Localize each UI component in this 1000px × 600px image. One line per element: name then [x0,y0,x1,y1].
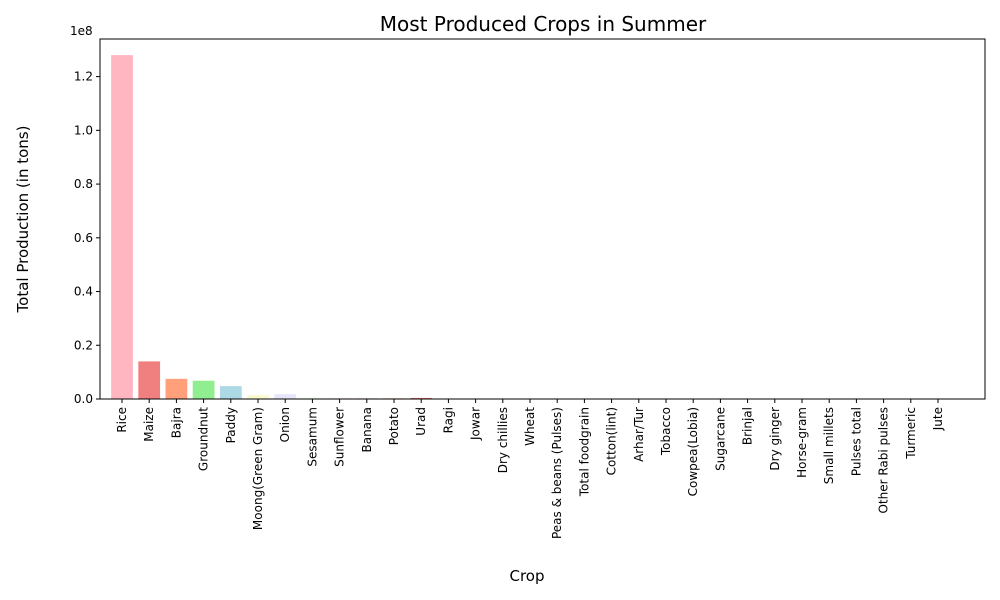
bar-6 [274,394,297,399]
x-tick-label: Horse-gram [795,407,809,478]
x-axis-label: Crop [509,567,544,585]
y-axis-ticks: 0.0 0.2 0.4 0.6 0.8 1.0 1.2 [74,70,100,406]
y-tick-label: 0.2 [74,338,93,352]
bar-8 [328,397,351,399]
bar-11 [410,397,433,399]
bars-group [111,55,895,400]
y-tick-label: 1.0 [74,123,93,137]
x-tick-label: Rice [115,407,129,433]
x-tick-label: Ragi [441,407,455,433]
bar-4 [219,386,242,399]
x-tick-label: Cowpea(Lobia) [686,407,700,496]
x-tick-label: Jute [931,407,945,431]
bar-0 [111,55,133,400]
bar-5 [247,394,269,399]
x-tick-label: Potato [387,407,401,445]
x-tick-label: Maize [142,407,156,442]
x-tick-label: Urad [414,407,428,436]
x-tick-label: Onion [278,407,292,442]
y-tick-label: 0.8 [74,177,93,191]
y-tick-label: 1.2 [74,70,93,84]
x-tick-label: Brinjal [741,407,755,445]
x-tick-label: Banana [360,407,374,453]
x-tick-label: Peas & beans (Pulses) [550,407,564,539]
y-tick-label: 0.0 [74,392,93,406]
x-tick-label: Total foodgrain [577,407,591,497]
x-tick-label: Wheat [523,407,537,446]
x-tick-label: Groundnut [197,407,211,471]
x-tick-label: Arhar/Tur [632,407,646,462]
y-tick-label: 0.6 [74,231,93,245]
x-tick-label: Other Rabi pulses [877,407,891,514]
y-axis-offset-label: 1e8 [70,24,93,38]
bar-1 [138,361,161,399]
x-tick-label: Dry ginger [768,407,782,471]
x-tick-label: Sesamum [305,407,319,467]
y-tick-label: 0.4 [74,285,93,299]
x-tick-label: Sunflower [333,407,347,467]
bar-7 [301,397,324,399]
x-tick-label: Jowar [469,407,483,441]
x-tick-label: Dry chillies [496,407,510,473]
x-tick-label: Bajra [169,407,183,438]
x-tick-label: Cotton(lint) [605,407,619,475]
x-tick-label: Turmeric [904,407,918,460]
x-tick-label: Pulses total [849,407,863,476]
chart-title: Most Produced Crops in Summer [380,12,707,36]
x-tick-label: Paddy [224,407,238,443]
x-tick-label: Moong(Green Gram) [251,407,265,530]
plot-frame [99,38,986,400]
bar-2 [165,378,188,399]
x-tick-label: Tobacco [659,407,673,456]
y-axis-label: Total Production (in tons) [14,126,32,314]
x-tick-label: Sugarcane [713,407,727,471]
bar-3 [192,380,215,399]
x-axis-ticks: Rice Maize Bajra Groundnut Paddy Moong(Green … [115,399,945,539]
x-tick-label: Small millets [822,407,836,484]
